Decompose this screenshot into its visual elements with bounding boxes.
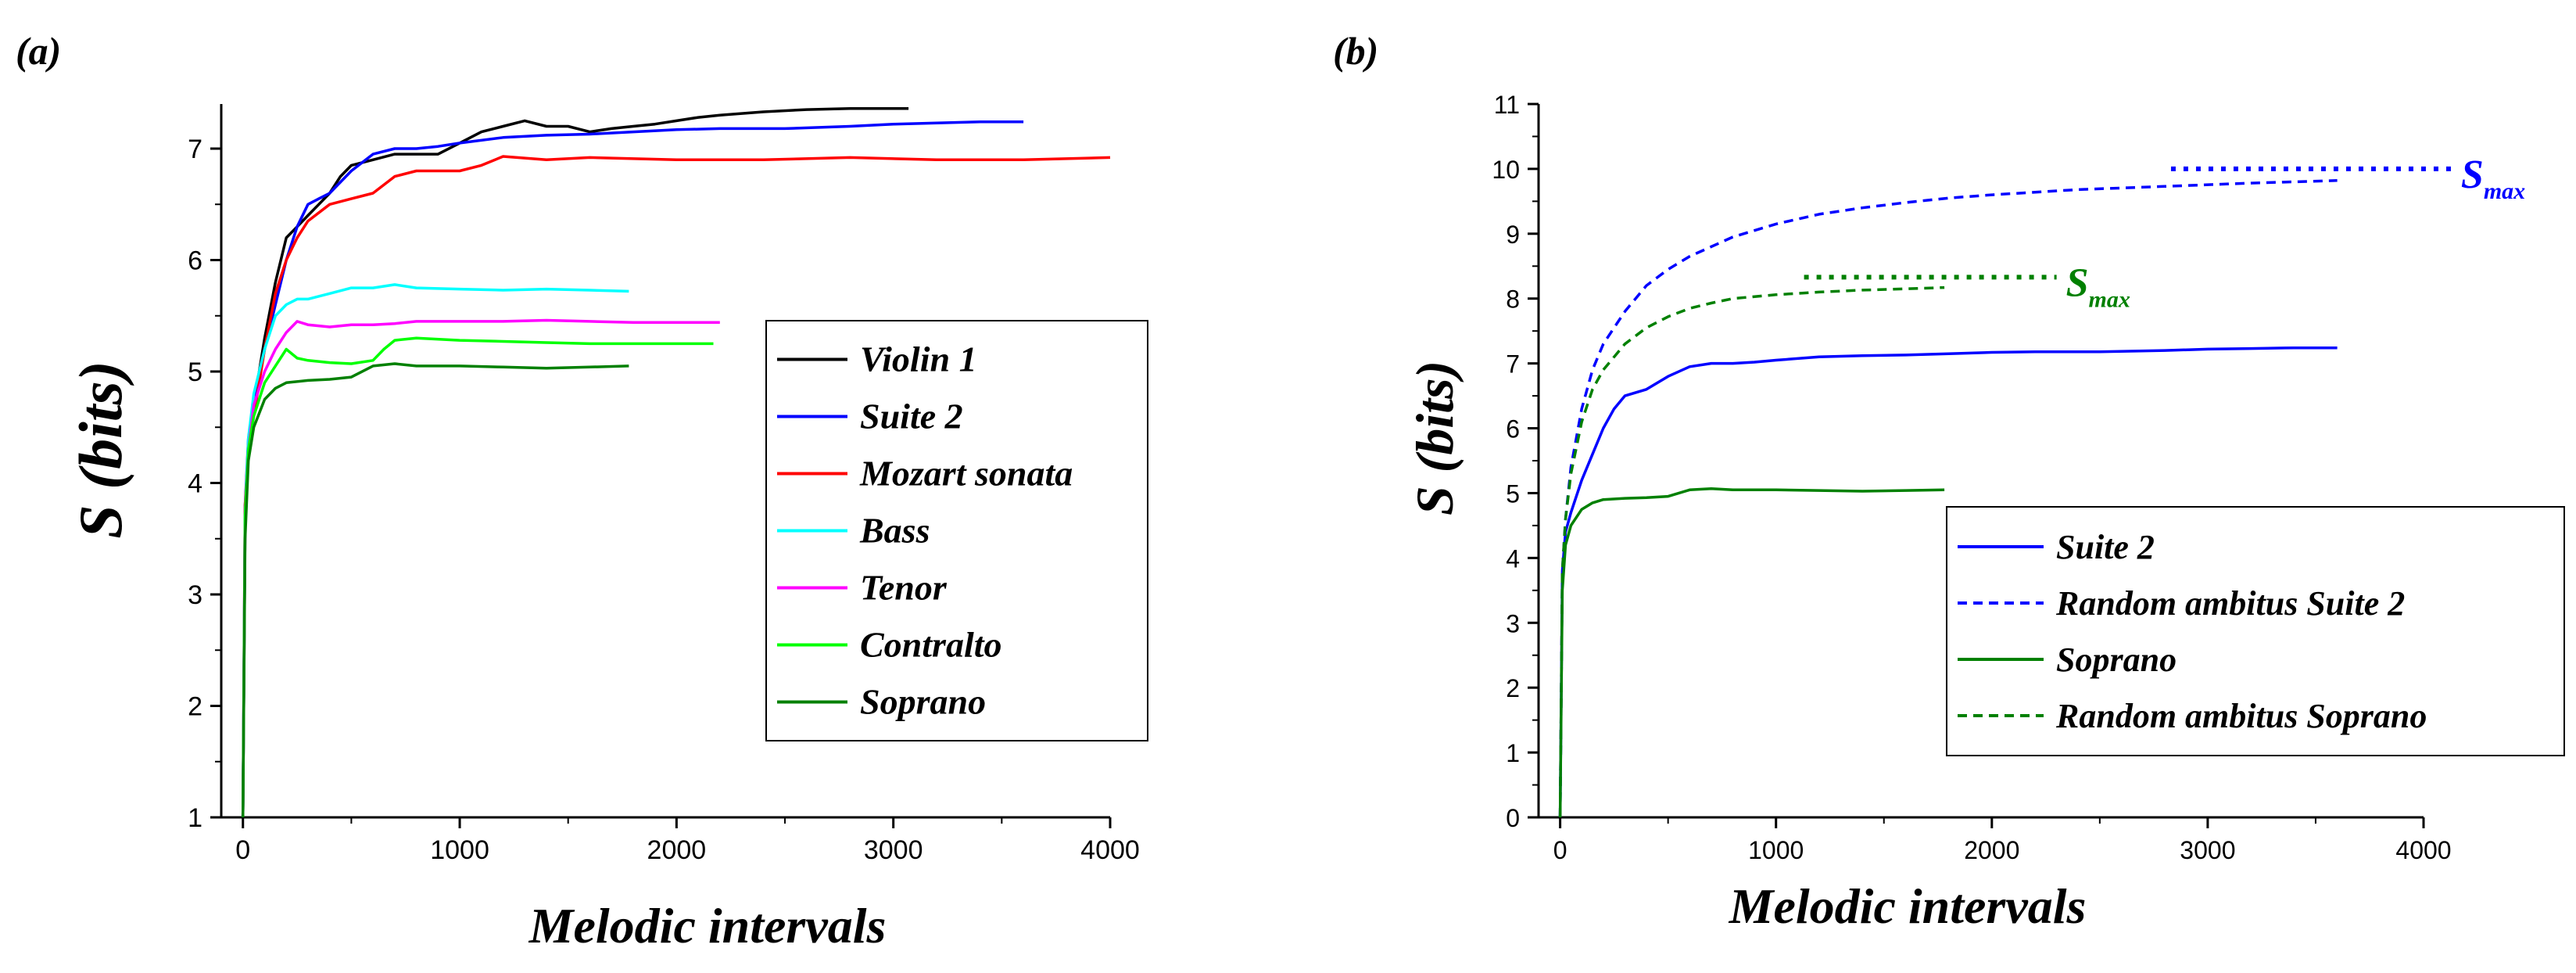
- b-y-tick-label: 3: [1506, 609, 1520, 637]
- b-series-line-3: [1558, 285, 1945, 818]
- b-y-axis-title: S (bits): [1405, 361, 1464, 515]
- a-series-line-4: [241, 318, 720, 818]
- panel-a: (a) 0 1000 2000 3000 4000 1 2 3 4 5 6 7 Melodic int…: [16, 29, 1148, 953]
- b-x-tick-label: 2000: [1964, 836, 2019, 864]
- b-series-line-2: [1558, 486, 1945, 818]
- b-x-tick-label: 4000: [2395, 836, 2451, 864]
- a-legend-label: Violin 1: [860, 339, 977, 379]
- a-y-axis-title: S (bits): [66, 361, 134, 539]
- b-y-tick-label: 7: [1506, 350, 1520, 379]
- a-legend: Violin 1 Suite 2 Mozart sonata Bass Tenor Con…: [765, 320, 1148, 741]
- a-series-group: [241, 106, 1111, 818]
- b-smax-subscript-1: max: [2089, 286, 2130, 312]
- b-y-tick-label: 8: [1506, 285, 1520, 314]
- b-y-tick-label: 6: [1506, 415, 1520, 443]
- panel-b: (b) 0 1000 2000 3000 4000 0 1 2 3 4 5 6 7 8 9 10 11 Smax…: [1333, 29, 2565, 934]
- b-legend: Suite 2 Random ambitus Suite 2 Soprano Rand…: [1946, 506, 2565, 756]
- b-y-tick-label: 5: [1506, 479, 1520, 508]
- a-legend-label: Tenor: [860, 568, 948, 608]
- a-y-tick-label: 3: [188, 580, 202, 610]
- a-legend-label: Bass: [859, 511, 930, 551]
- a-y-tick-label: 5: [188, 357, 202, 387]
- b-series-line-1: [1558, 179, 2338, 818]
- b-y-tick-label: 9: [1506, 221, 1520, 249]
- b-y-tick-label: 10: [1492, 156, 1520, 184]
- a-series-line-6: [241, 362, 629, 818]
- a-legend-label: Soprano: [860, 682, 986, 722]
- b-legend-label: Random ambitus Suite 2: [2055, 584, 2405, 623]
- b-smax-label-1: Smax: [2066, 260, 2130, 312]
- a-axes: 0 1000 2000 3000 4000 1 2 3 4 5 6 7: [188, 104, 1140, 865]
- b-y-tick-label: 1: [1506, 739, 1520, 767]
- a-x-tick-label: 1000: [430, 835, 489, 865]
- a-series-line-3: [241, 283, 629, 818]
- b-y-tick-label: 2: [1506, 674, 1520, 702]
- b-legend-label: Random ambitus Soprano: [2055, 697, 2427, 735]
- a-x-axis-title: Melodic intervals: [528, 898, 887, 953]
- b-y-tick-label: 0: [1506, 804, 1520, 832]
- a-series-line-5: [241, 336, 714, 818]
- b-legend-label: Suite 2: [2056, 528, 2155, 566]
- a-x-tick-label: 3000: [864, 835, 923, 865]
- a-series-line-1: [241, 120, 1024, 818]
- a-legend-label: Mozart sonata: [859, 454, 1073, 494]
- b-x-axis-title: Melodic intervals: [1729, 878, 2087, 934]
- a-x-tick-label: 4000: [1080, 835, 1140, 865]
- b-axes: 0 1000 2000 3000 4000 0 1 2 3 4 5 6 7 8 9 10 11: [1492, 91, 2451, 864]
- b-y-tick-label: 11: [1494, 91, 1520, 119]
- a-y-tick-label: 1: [188, 803, 202, 833]
- a-y-tick-label: 7: [188, 135, 202, 164]
- b-series-group: [1558, 179, 2338, 818]
- b-smax-subscript-0: max: [2484, 178, 2525, 204]
- a-y-tick-label: 6: [188, 246, 202, 276]
- b-legend-label: Soprano: [2056, 641, 2177, 679]
- a-legend-label: Suite 2: [860, 397, 963, 436]
- a-legend-label: Contralto: [860, 625, 1002, 665]
- a-y-tick-label: 4: [188, 469, 202, 499]
- a-y-tick-label: 2: [188, 692, 202, 722]
- a-x-tick-label: 2000: [647, 835, 707, 865]
- b-x-tick-label: 0: [1553, 836, 1567, 864]
- b-x-tick-label: 1000: [1748, 836, 1804, 864]
- panel-label-a: (a): [16, 29, 61, 73]
- b-y-tick-label: 4: [1506, 544, 1520, 573]
- panel-label-b: (b): [1333, 29, 1378, 73]
- b-x-tick-label: 3000: [2180, 836, 2235, 864]
- b-smax-label-0: Smax: [2461, 153, 2525, 204]
- b-series-line-0: [1558, 346, 2338, 818]
- a-x-tick-label: 0: [235, 835, 250, 865]
- b-legend-box: [1946, 506, 2565, 756]
